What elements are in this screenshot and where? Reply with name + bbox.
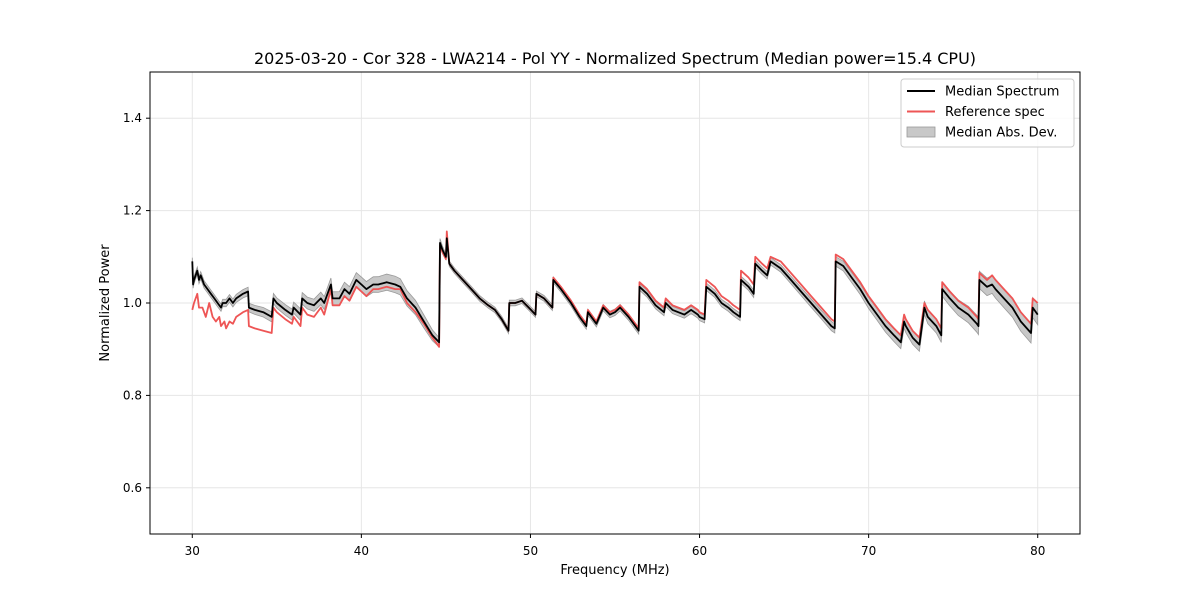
x-axis-ticks: 30 40 50 60 70 80 [185,534,1045,558]
series-layer [191,230,1039,348]
y-tick-label: 0.6 [123,481,142,495]
y-axis-label: Normalized Power [98,244,113,362]
x-tick-label: 60 [692,544,707,558]
x-tick-label: 80 [1030,544,1045,558]
y-tick-label: 1.4 [123,111,142,125]
x-tick-label: 40 [354,544,369,558]
x-axis-label: Frequency (MHz) [560,563,669,578]
y-tick-label: 0.8 [123,388,142,402]
y-tick-label: 1.2 [123,204,142,218]
mad-band-layer [191,235,1039,353]
legend-label: Reference spec [945,105,1045,120]
mad-band [191,235,1039,353]
legend: Median Spectrum Reference spec Median Abs.… [900,78,1075,148]
x-tick-label: 70 [861,544,876,558]
legend-label: Median Abs. Dev. [945,126,1057,141]
y-tick-label: 1.0 [123,296,142,310]
legend-box [900,78,1075,148]
median-spectrum-line [191,237,1039,346]
chart-title: 2025-03-20 - Cor 328 - LWA214 - Pol YY -… [254,49,976,68]
x-tick-label: 30 [185,544,200,558]
legend-label: Median Spectrum [945,85,1059,100]
legend-swatch [906,126,936,138]
x-tick-label: 50 [523,544,538,558]
reference-spectrum-line [191,230,1039,348]
y-axis-ticks: 0.6 0.8 1.0 1.2 1.4 [123,111,150,495]
